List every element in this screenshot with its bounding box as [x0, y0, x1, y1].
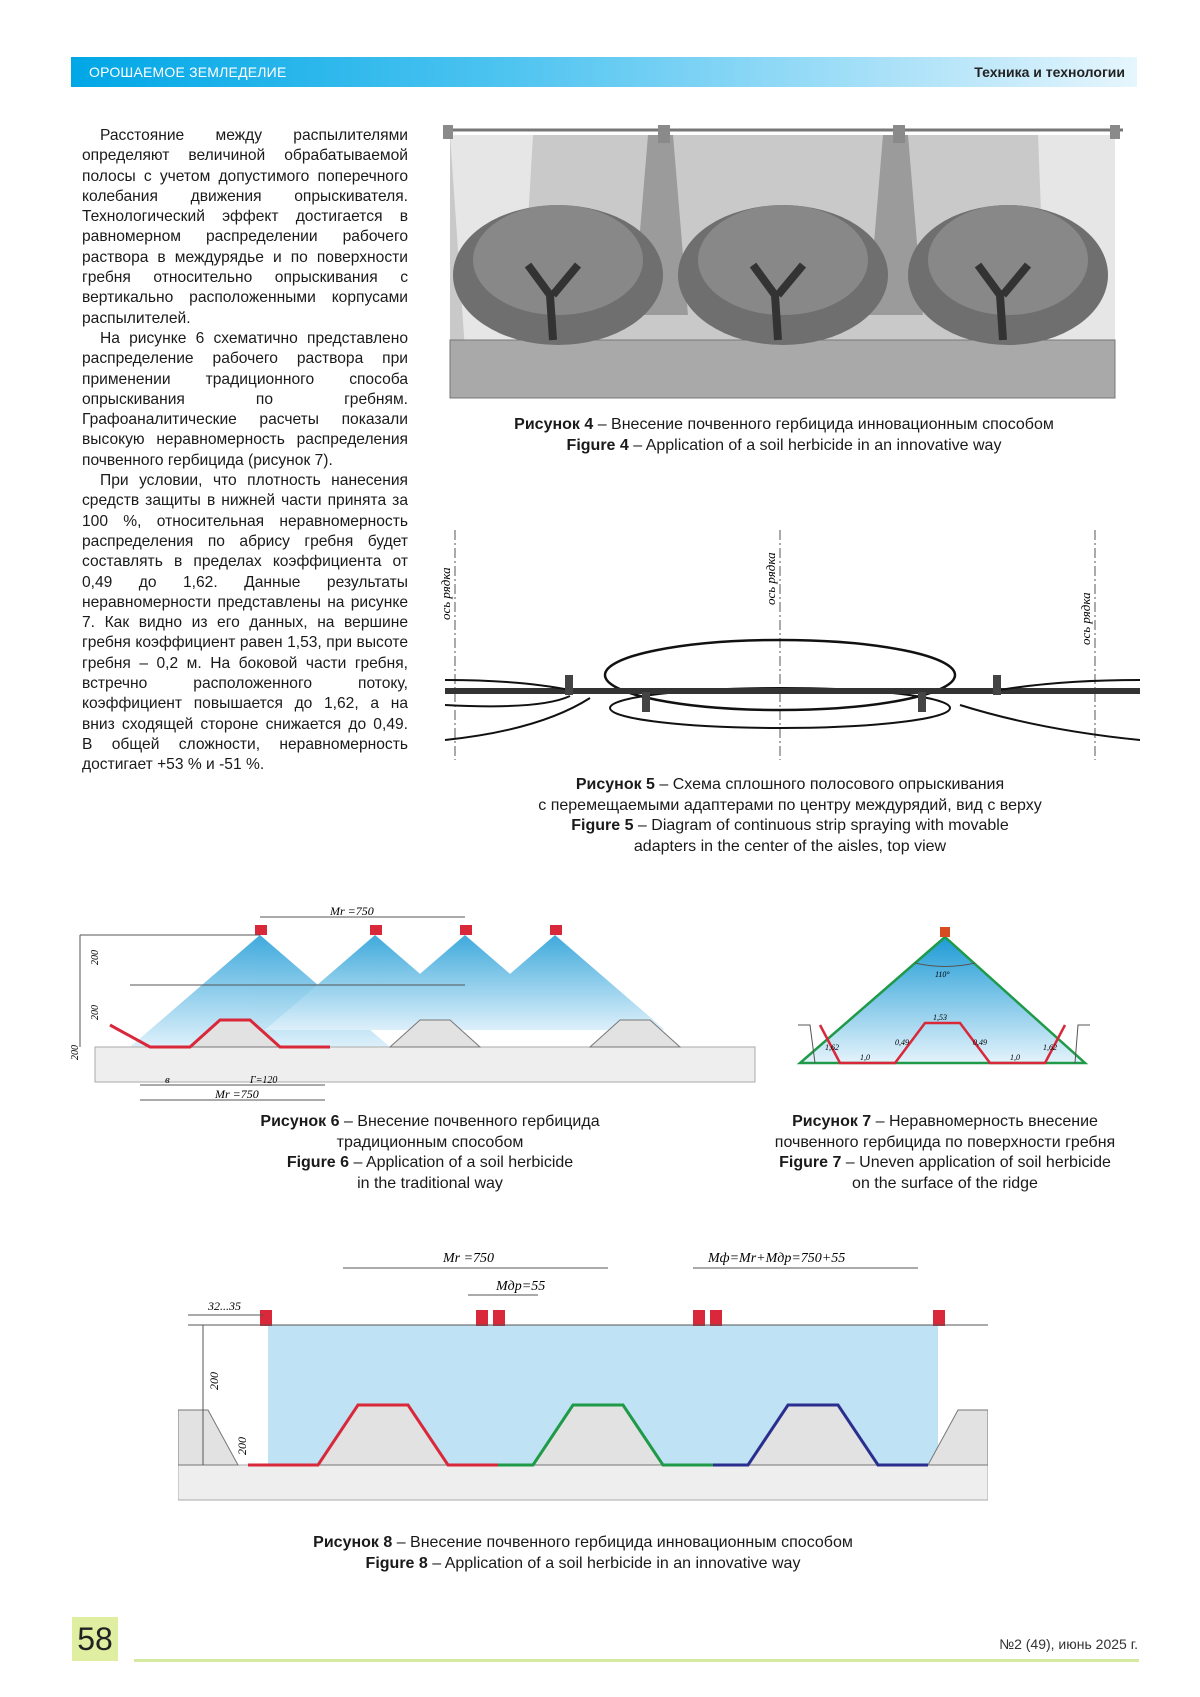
- coef-label: 1,53: [933, 1013, 947, 1022]
- figure-6-caption: Рисунок 6 – Внесение почвенного гербицид…: [220, 1112, 640, 1194]
- page-number: 58: [72, 1617, 118, 1661]
- row-axis-label: ось рядка: [440, 567, 453, 620]
- journal-title: ОРОШАЕМОЕ ЗЕМЛЕДЕЛИЕ: [89, 64, 286, 80]
- figure-7-caption: Рисунок 7 – Неравномерность внесение поч…: [745, 1112, 1145, 1194]
- coef-label: 1,0: [860, 1053, 870, 1062]
- section-title: Техника и технологии: [974, 64, 1125, 80]
- dim-h: 200: [207, 1372, 221, 1390]
- paragraph: При условии, что плотность нанесения сре…: [82, 471, 408, 775]
- plant-icon: [908, 205, 1108, 345]
- figure-4-illustration: [438, 125, 1128, 403]
- figure-5-diagram: ось рядка ось рядка ось рядка: [440, 530, 1140, 760]
- dim-spacing-bottom: Mr =750: [214, 1087, 259, 1101]
- paragraph: Расстояние между распылителями определяю…: [82, 126, 408, 329]
- figure-8-caption: Рисунок 8 – Внесение почвенного гербицид…: [178, 1533, 988, 1574]
- dim-mr: Mr =750: [442, 1251, 494, 1266]
- row-axis-label: ось рядка: [763, 552, 778, 605]
- coef-label: 1,62: [825, 1043, 839, 1052]
- footer-divider: [134, 1659, 1139, 1662]
- figure-7-diagram: 110° 1,62 1,0 0,49 1,53 0,49 1,0 1,62: [795, 925, 1095, 1070]
- dim-mdr: Mдр=55: [495, 1279, 545, 1294]
- figure-6-diagram: Mr =750 Mr =750 в Г=120 200 200 200: [70, 905, 770, 1105]
- coef-label: 1,0: [1010, 1053, 1020, 1062]
- dim-g: Г=120: [249, 1075, 277, 1086]
- spray-angle: 110°: [935, 970, 950, 979]
- issue-info: №2 (49), июнь 2025 г.: [999, 1636, 1138, 1652]
- figure-8-diagram: Mr =750 Mдр=55 Mф=Mr+Mдр=750+55 32...35 …: [178, 1240, 988, 1510]
- plant-icon: [678, 205, 888, 345]
- dim-h: 200: [70, 1045, 81, 1060]
- dim-spacing-top: Mr =750: [329, 905, 374, 918]
- dim-h: 200: [90, 950, 101, 965]
- dim-h: 200: [235, 1437, 249, 1455]
- dim-gap: 32...35: [207, 1299, 241, 1313]
- paragraph: На рисунке 6 схематично представлено рас…: [82, 329, 408, 471]
- coef-label: 0,49: [973, 1038, 987, 1047]
- dim-mf: Mф=Mr+Mдр=750+55: [707, 1251, 845, 1266]
- row-axis-label: ось рядка: [1078, 592, 1093, 645]
- coef-label: 0,49: [895, 1038, 909, 1047]
- dim-b: в: [165, 1074, 170, 1086]
- figure-4-caption: Рисунок 4 – Внесение почвенного гербицид…: [440, 415, 1128, 456]
- running-header: ОРОШАЕМОЕ ЗЕМЛЕДЕЛИЕ Техника и технологи…: [71, 57, 1137, 87]
- plant-icon: [453, 205, 663, 345]
- figure-5-caption: Рисунок 5 – Схема сплошного полосового о…: [440, 775, 1140, 857]
- coef-label: 1,62: [1043, 1043, 1057, 1052]
- body-text: Расстояние между распылителями определяю…: [82, 126, 408, 776]
- dim-h: 200: [90, 1005, 101, 1020]
